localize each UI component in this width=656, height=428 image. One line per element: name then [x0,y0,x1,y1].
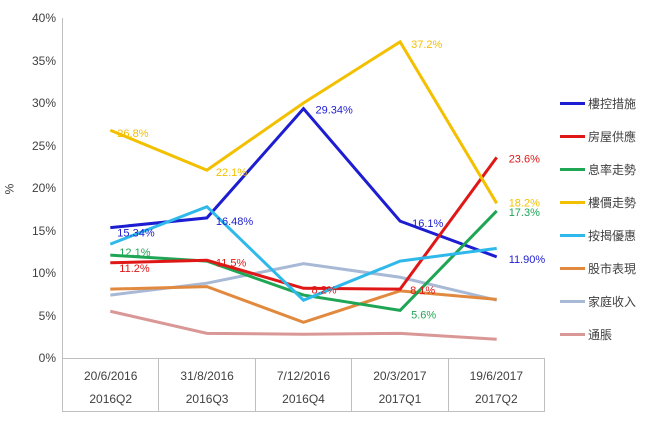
legend-label: 房屋供應 [588,129,637,144]
x-category: 20/6/2016 2016Q2 [62,359,158,411]
data-label: 37.2% [411,39,442,51]
x-category-quarter: 2016Q3 [185,392,229,406]
legend: 樓控措施 房屋供應 息率走勢 樓價走勢 按揭優惠 股市表現 家庭收入 通脹 [560,92,656,356]
legend-swatch [560,101,585,105]
data-label: 8.1% [410,285,435,297]
x-category: 20/3/2017 2017Q1 [351,359,447,411]
legend-label: 家庭收入 [588,294,637,309]
legend-swatch [560,167,585,171]
legend-item: 息率走勢 [560,158,656,180]
y-tick-label: 15% [31,224,56,238]
data-label: 12.1% [119,247,150,259]
legend-item: 按揭優惠 [560,224,656,246]
data-label: 22.1% [216,167,247,179]
data-label: 29.34% [316,105,354,117]
legend-item: 通脹 [560,323,656,345]
legend-swatch [560,332,585,336]
legend-label: 樓價走勢 [588,195,637,210]
y-tick-label: 5% [38,309,56,323]
x-category-quarter: 2016Q4 [282,392,325,406]
series-line-2 [110,209,498,313]
legend-item: 樓價走勢 [560,191,656,213]
legend-item: 家庭收入 [560,290,656,312]
x-category-quarter: 2017Q2 [474,392,518,406]
legend-swatch [560,299,585,303]
data-label: 18.2% [509,197,540,209]
series-line-0 [110,106,498,259]
x-category-quarter: 2017Q1 [378,392,422,406]
y-tick-label: 30% [31,96,56,110]
legend-item: 樓控措施 [560,92,656,114]
legend-label: 樓控措施 [588,96,637,111]
legend-label: 股市表現 [588,261,637,276]
x-category-date: 7/12/2016 [276,369,331,383]
data-label: 26.8% [117,128,148,140]
legend-item: 股市表現 [560,257,656,279]
y-tick-label: 0% [38,351,56,365]
x-category-date: 20/6/2016 [84,369,138,383]
y-tick-label: 20% [31,181,56,195]
data-label: 5.6% [411,309,436,321]
series-line-4 [109,204,497,302]
legend-item: 房屋供應 [560,125,656,147]
series-line-5 [110,285,497,324]
x-category-date: 20/3/2017 [373,369,427,383]
data-label: 15.34% [117,228,155,240]
data-label: 16.1% [412,218,443,230]
legend-label: 通脹 [588,327,613,342]
x-category-date: 19/6/2017 [469,369,524,383]
y-tick-label: 35% [31,54,56,68]
y-axis-title: % [2,183,17,195]
x-category: 19/6/2017 2017Q2 [447,359,546,411]
legend-swatch [560,200,585,204]
y-axis-line [62,18,63,358]
data-label: 16.48% [216,216,254,228]
legend-swatch [560,233,585,237]
legend-label: 按揭優惠 [588,228,637,243]
series-line-1 [110,156,498,291]
data-label: 23.6% [509,153,540,165]
data-label: 11.5% [216,257,247,269]
legend-swatch [560,134,585,138]
data-label: 17.3% [509,207,540,219]
series-line-3 [109,39,498,205]
data-label: 8.2% [312,284,337,296]
data-label: 11.2% [119,263,150,275]
legend-swatch [560,266,585,270]
x-category: 31/8/2016 2016Q3 [158,359,254,411]
y-tick-label: 10% [31,266,56,280]
x-category: 7/12/2016 2016Q4 [254,359,351,411]
x-category-quarter: 2016Q2 [89,392,133,406]
y-tick-label: 40% [31,11,56,25]
y-tick-label: 25% [31,139,56,153]
x-axis: 20/6/2016 2016Q2 31/8/2016 2016Q3 7/12/2… [62,358,546,412]
data-label: 11.90% [509,254,546,266]
x-category-date: 31/8/2016 [180,369,234,383]
series-line-7 [109,309,497,341]
legend-label: 息率走勢 [588,162,637,177]
